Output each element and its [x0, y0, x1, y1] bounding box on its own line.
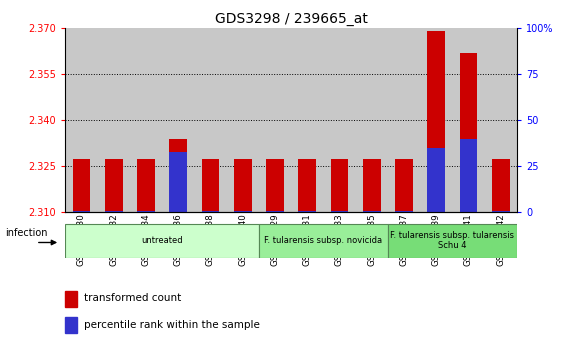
Bar	[73, 159, 90, 212]
Bar	[492, 159, 509, 212]
Bar	[363, 159, 381, 212]
Bar	[323, 28, 356, 212]
Bar	[460, 139, 477, 212]
Bar	[105, 211, 123, 212]
Bar	[492, 211, 509, 212]
Bar	[427, 148, 445, 212]
Bar	[105, 159, 123, 212]
Bar	[98, 28, 130, 212]
Bar	[169, 152, 187, 212]
Bar	[331, 159, 348, 212]
Bar	[266, 211, 284, 212]
Bar	[291, 28, 323, 212]
Bar	[452, 28, 485, 212]
Bar	[130, 28, 162, 212]
Text: F. tularensis subsp. tularensis
Schu 4: F. tularensis subsp. tularensis Schu 4	[390, 231, 515, 250]
Bar	[388, 28, 420, 212]
Bar	[266, 159, 284, 212]
Bar	[485, 28, 517, 212]
Bar	[137, 211, 155, 212]
Bar	[331, 211, 348, 212]
Bar	[65, 28, 98, 212]
Bar	[194, 28, 227, 212]
Bar	[65, 317, 77, 333]
Bar	[363, 211, 381, 212]
Bar	[202, 211, 219, 212]
Bar	[65, 224, 259, 258]
Text: infection: infection	[5, 228, 48, 238]
Bar	[259, 224, 388, 258]
Bar	[420, 28, 452, 212]
Bar	[298, 211, 316, 212]
Bar	[427, 32, 445, 212]
Bar	[388, 224, 517, 258]
Bar	[259, 28, 291, 212]
Bar	[460, 53, 477, 212]
Text: transformed count: transformed count	[84, 293, 181, 303]
Title: GDS3298 / 239665_at: GDS3298 / 239665_at	[215, 12, 367, 26]
Bar	[162, 28, 194, 212]
Text: untreated: untreated	[141, 236, 183, 245]
Bar	[73, 211, 90, 212]
Bar	[234, 159, 252, 212]
Bar	[395, 211, 413, 212]
Bar	[169, 139, 187, 212]
Text: percentile rank within the sample: percentile rank within the sample	[84, 320, 260, 330]
Bar	[137, 159, 155, 212]
Bar	[65, 291, 77, 307]
Bar	[356, 28, 388, 212]
Bar	[202, 159, 219, 212]
Bar	[227, 28, 259, 212]
Text: F. tularensis subsp. novicida: F. tularensis subsp. novicida	[264, 236, 382, 245]
Bar	[298, 159, 316, 212]
Bar	[395, 159, 413, 212]
Bar	[234, 211, 252, 212]
